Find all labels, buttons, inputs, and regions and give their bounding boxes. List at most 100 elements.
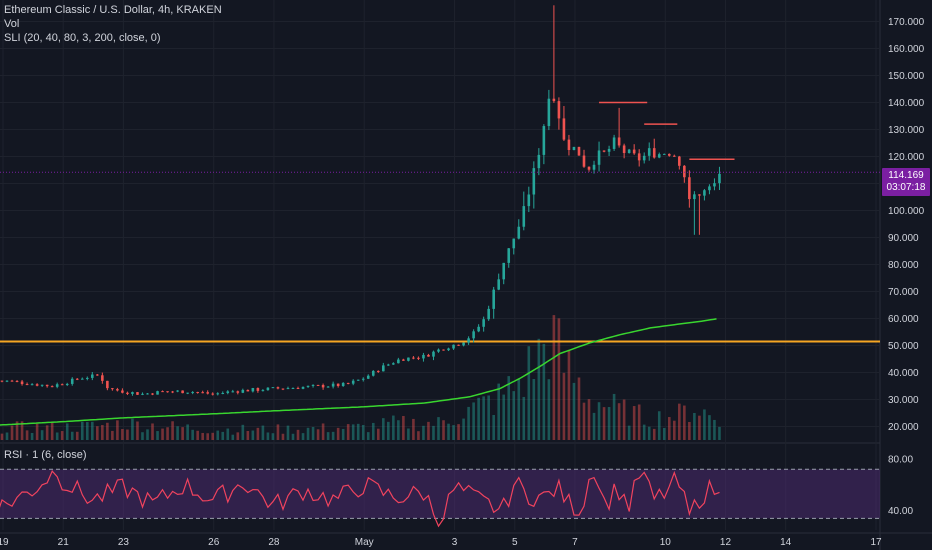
- candle-body: [512, 238, 516, 249]
- volume-bar: [136, 421, 139, 440]
- volume-bar: [176, 426, 179, 440]
- candle-body: [422, 354, 425, 359]
- candle-body: [592, 164, 596, 170]
- candle-body: [301, 386, 305, 389]
- candle-body: [111, 388, 114, 390]
- rsi-legend[interactable]: RSI · 1 (6, close): [4, 449, 87, 461]
- volume-bar: [376, 428, 380, 440]
- price-axis[interactable]: 170.000 160.000 150.000 140.000 130.000 120.0…: [888, 17, 925, 517]
- volume-bar: [397, 420, 400, 440]
- candle-body: [286, 388, 290, 390]
- candle-body: [151, 393, 154, 395]
- candle-body: [522, 206, 526, 227]
- volume-bar: [527, 346, 531, 440]
- candle-body: [356, 379, 360, 381]
- candle-body: [492, 289, 495, 309]
- volume-bar: [477, 397, 480, 440]
- candle-body: [432, 351, 435, 357]
- candle-body: [246, 389, 250, 392]
- volume-bar: [30, 432, 34, 440]
- candle-body: [587, 166, 591, 170]
- volume-bar: [407, 428, 410, 440]
- volume-bar: [447, 423, 450, 440]
- volume-bar: [211, 432, 215, 440]
- volume-bar: [256, 427, 260, 440]
- symbol-legend[interactable]: Ethereum Classic / U.S. Dollar, 4h, KRAK…: [4, 4, 222, 16]
- candle-body: [80, 378, 84, 380]
- volume-bar: [442, 420, 445, 440]
- volume-bar: [532, 378, 536, 440]
- candle-body: [612, 137, 616, 149]
- candle-body: [447, 348, 450, 351]
- candle-body: [647, 148, 651, 156]
- volume-bar: [587, 399, 591, 440]
- volume-bar: [366, 432, 370, 440]
- price-tick-label: 40.000: [888, 368, 919, 379]
- candle-body: [191, 391, 194, 393]
- volume-bar: [96, 426, 99, 440]
- volume-bar: [632, 406, 636, 440]
- volume-bar: [266, 432, 270, 440]
- candle-body: [171, 391, 174, 393]
- volume-bar: [572, 382, 576, 440]
- candle-body: [296, 388, 300, 390]
- candle-body: [662, 153, 666, 155]
- candle-body: [637, 153, 641, 161]
- candle-body: [552, 98, 556, 102]
- candle-body: [622, 145, 626, 153]
- candle-body: [457, 344, 460, 346]
- candle-body: [136, 392, 139, 395]
- volume-bar: [698, 415, 701, 440]
- volume-bar: [497, 383, 501, 440]
- candle-body: [91, 374, 94, 378]
- volume-bar: [45, 425, 49, 440]
- volume-bar: [542, 343, 546, 440]
- candle-body: [562, 118, 566, 140]
- volume-bar: [422, 425, 425, 440]
- volume-bar: [166, 427, 169, 440]
- volume-bar: [703, 409, 706, 440]
- time-tick-label: 21: [58, 537, 70, 548]
- candle-body: [65, 383, 69, 385]
- rsi-band: [0, 469, 880, 519]
- volume-bar: [637, 404, 641, 440]
- volume-bar: [467, 406, 470, 440]
- volume-bar: [457, 424, 460, 440]
- candle-body: [291, 388, 295, 390]
- volume-legend[interactable]: Vol: [4, 18, 20, 30]
- rsi-line: [0, 469, 720, 528]
- volume-bar: [311, 426, 315, 440]
- candle-body: [482, 319, 485, 327]
- candle-body: [537, 154, 541, 169]
- candle-body: [602, 150, 606, 152]
- candle-body: [121, 390, 124, 393]
- candle-body: [407, 357, 410, 361]
- volume-bar: [547, 379, 551, 440]
- volume-bar: [40, 430, 44, 440]
- candle-body: [472, 331, 475, 339]
- volume-bar: [642, 424, 646, 440]
- indicator-legend[interactable]: SLI (20, 40, 80, 3, 200, close, 0): [4, 32, 161, 44]
- candle-body: [30, 384, 34, 386]
- candle-body: [542, 126, 546, 155]
- time-axis[interactable]: 19 21 23 26 28 May 3 5 7 10 12 14 17: [0, 537, 882, 548]
- volume-bar: [657, 411, 661, 440]
- price-tick-label: 160.000: [888, 44, 925, 55]
- volume-bar: [186, 424, 189, 440]
- volume-bar: [607, 407, 611, 440]
- candle-body: [487, 308, 490, 320]
- volume-bar: [20, 421, 24, 440]
- volume-bar: [226, 428, 230, 440]
- volume-bar: [652, 428, 656, 440]
- candle-body: [15, 380, 19, 382]
- candle-body: [25, 384, 29, 386]
- volume-bar: [452, 425, 455, 440]
- candle-body: [101, 375, 104, 381]
- price-tick-label: 70.000: [888, 287, 919, 298]
- candle-body: [256, 388, 260, 391]
- volume-bar: [562, 372, 566, 440]
- candle-body: [146, 393, 149, 395]
- volume-bar: [55, 432, 59, 440]
- candle-body: [688, 177, 691, 200]
